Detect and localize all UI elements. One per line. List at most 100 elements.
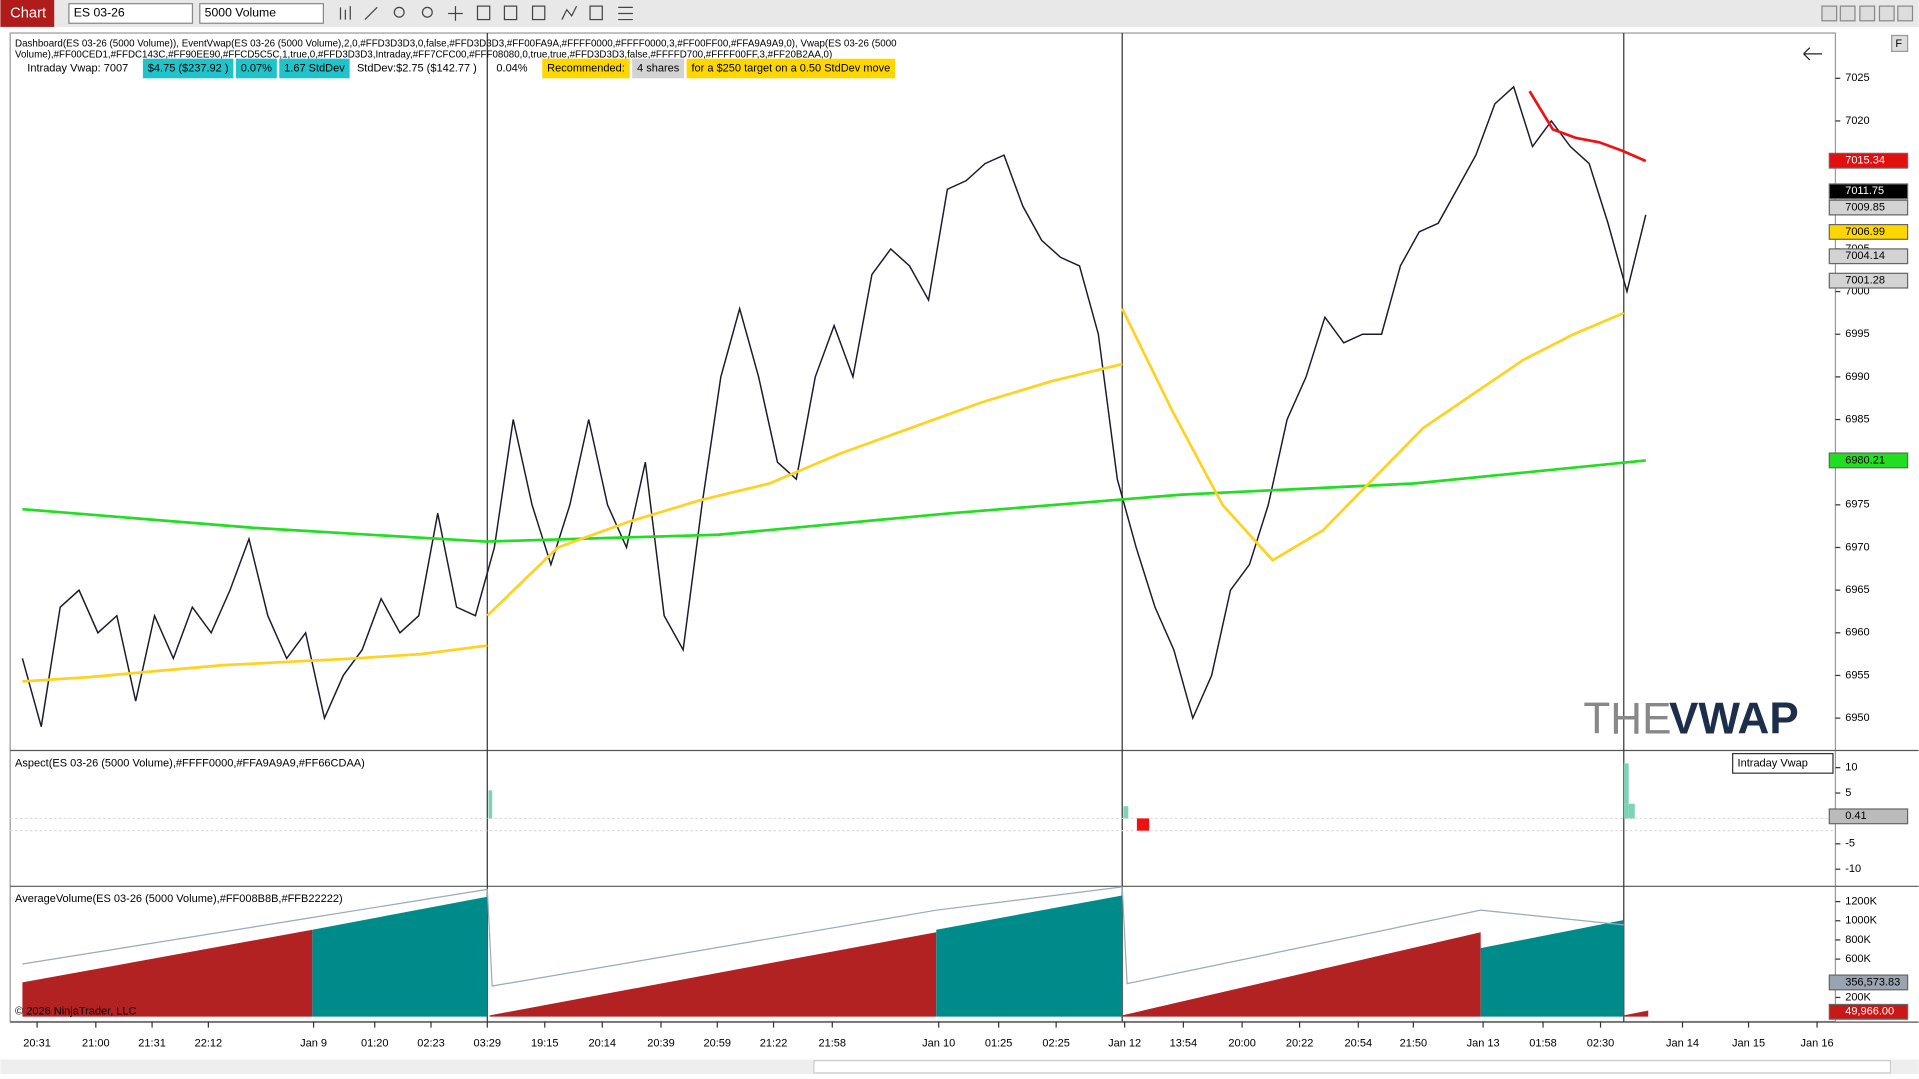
y-tick-label: 6960 <box>1845 627 1869 639</box>
x-tick-label: 21:22 <box>760 1037 788 1049</box>
instrument-select[interactable] <box>68 3 194 24</box>
instrument: ES 03-26 <box>74 6 125 20</box>
line <box>1528 90 1647 163</box>
x-tick-label: 19:15 <box>531 1037 559 1049</box>
y-tick-label: 6970 <box>1845 541 1869 553</box>
value-marker <box>1828 974 1909 991</box>
y-tick-label: 6950 <box>1845 712 1869 724</box>
line <box>21 85 1647 727</box>
price-marker-label: 7006.99 <box>1845 226 1885 238</box>
y-tick-label: 200K <box>1845 991 1871 1003</box>
watermark: VWAP <box>1669 694 1799 743</box>
f-button[interactable] <box>1891 34 1909 52</box>
x-tick-label: 21:31 <box>138 1037 166 1049</box>
x-tick-label: 21:58 <box>819 1037 847 1049</box>
dashboard-text: 0.04% <box>496 62 527 74</box>
y-tick-label: 6985 <box>1845 413 1869 425</box>
volume-areas <box>22 886 1649 1017</box>
x-tick-label: 20:59 <box>704 1037 732 1049</box>
y-tick-label: 800K <box>1845 934 1871 946</box>
x-tick-label: Jan 16 <box>1801 1037 1834 1049</box>
dashboard-text: 1.67 StdDev <box>284 62 345 74</box>
y-tick-label: 600K <box>1845 953 1871 965</box>
line <box>486 362 1123 617</box>
panel-label: Aspect(ES 03-26 (5000 Volume),#FFFF0000,… <box>15 757 365 769</box>
dashboard-text: Recommended: <box>547 62 625 74</box>
y-tick-label: 5 <box>1845 787 1851 799</box>
x-tick-label: 21:00 <box>82 1037 110 1049</box>
y-tick-label: 6995 <box>1845 328 1869 340</box>
price-marker-label: 7011.75 <box>1845 185 1884 197</box>
price-marker <box>1828 452 1909 469</box>
line <box>22 459 1646 543</box>
x-tick-label: 20:54 <box>1345 1037 1373 1049</box>
x-tick-label: Jan 10 <box>922 1037 955 1049</box>
value-marker <box>1828 808 1909 825</box>
line <box>22 644 488 683</box>
dashboard-cell <box>235 58 277 79</box>
aspect-histogram <box>488 763 1635 819</box>
indicator-text: Dashboard(ES 03-26 (5000 Volume)), Event… <box>15 39 897 50</box>
toolbar-icons[interactable] <box>339 5 633 21</box>
dropdown-label: Intraday Vwap <box>1738 757 1808 769</box>
chart-button-label: Chart <box>10 5 46 21</box>
x-tick-label: 13:54 <box>1170 1037 1198 1049</box>
x-tick-label: 02:23 <box>417 1037 445 1049</box>
x-tick-label: 02:25 <box>1042 1037 1070 1049</box>
window-controls[interactable] <box>1821 5 1914 22</box>
f-button-label: F <box>1895 38 1902 50</box>
y-tick-label: 7025 <box>1845 72 1869 84</box>
price-marker <box>1828 223 1909 240</box>
dashboard-text: 0.07% <box>241 62 272 74</box>
scroll-thumb[interactable] <box>813 1060 1892 1074</box>
y-tick-label: 6990 <box>1845 371 1869 383</box>
y-tick-label: 7020 <box>1845 115 1869 127</box>
price-marker <box>1828 199 1909 216</box>
dashboard-text: Intraday Vwap: 7007 <box>27 62 128 74</box>
y-tick-label: 6975 <box>1845 499 1869 511</box>
dashboard-text: 4 shares <box>637 62 680 74</box>
bar-type-select[interactable] <box>199 3 324 24</box>
price-marker-label: 6980.21 <box>1845 454 1885 466</box>
x-tick-label: Jan 9 <box>300 1037 327 1049</box>
dashboard-text: $4.75 ($237.92 ) <box>148 62 229 74</box>
back-arrow[interactable] <box>1803 47 1822 61</box>
x-tick-label: 01:58 <box>1529 1037 1557 1049</box>
x-tick-label: Jan 13 <box>1467 1037 1500 1049</box>
price-marker-label: 7001.28 <box>1845 275 1885 287</box>
y-tick-label: 1000K <box>1845 915 1877 927</box>
bar-type: 5000 Volume <box>205 6 277 20</box>
x-tick-label: 20:31 <box>23 1037 51 1049</box>
dashboard-cell <box>542 58 630 79</box>
panel-label: AverageVolume(ES 03-26 (5000 Volume),#FF… <box>15 893 343 905</box>
y-tick-label: -10 <box>1845 863 1861 875</box>
x-tick-label: 20:14 <box>589 1037 617 1049</box>
dashboard-cell <box>632 58 685 79</box>
dashboard-text: StdDev:$2.75 ($142.77 ) <box>357 62 477 74</box>
y-tick-label: 10 <box>1845 762 1857 774</box>
x-tick-label: 03:29 <box>474 1037 502 1049</box>
value-marker-label: 49,966.00 <box>1845 1006 1894 1018</box>
chart-button[interactable] <box>0 0 55 27</box>
price-marker <box>1828 272 1909 289</box>
x-tick-label: 01:20 <box>361 1037 389 1049</box>
session-lines <box>486 33 1625 1022</box>
value-marker-label: 356,573.83 <box>1845 976 1900 988</box>
y-tick-label: 1200K <box>1845 896 1877 908</box>
x-tick-label: 01:25 <box>985 1037 1013 1049</box>
price-marker-label: 7004.14 <box>1845 250 1885 262</box>
price-marker-label: 7015.34 <box>1845 155 1885 167</box>
y-tick-label: 6955 <box>1845 669 1869 681</box>
price-marker-label: 7009.85 <box>1845 201 1885 213</box>
y-tick-label: 6965 <box>1845 584 1869 596</box>
dashboard-cell <box>279 58 350 79</box>
dropdown[interactable] <box>1732 752 1834 774</box>
line <box>1120 308 1625 563</box>
price-marker <box>1828 183 1909 200</box>
value-marker-label: 0.41 <box>1845 810 1866 822</box>
value-marker <box>1828 1003 1909 1020</box>
dashboard-cell <box>142 58 234 79</box>
x-tick-label: 20:39 <box>647 1037 675 1049</box>
aspect-zero <box>10 817 1836 832</box>
